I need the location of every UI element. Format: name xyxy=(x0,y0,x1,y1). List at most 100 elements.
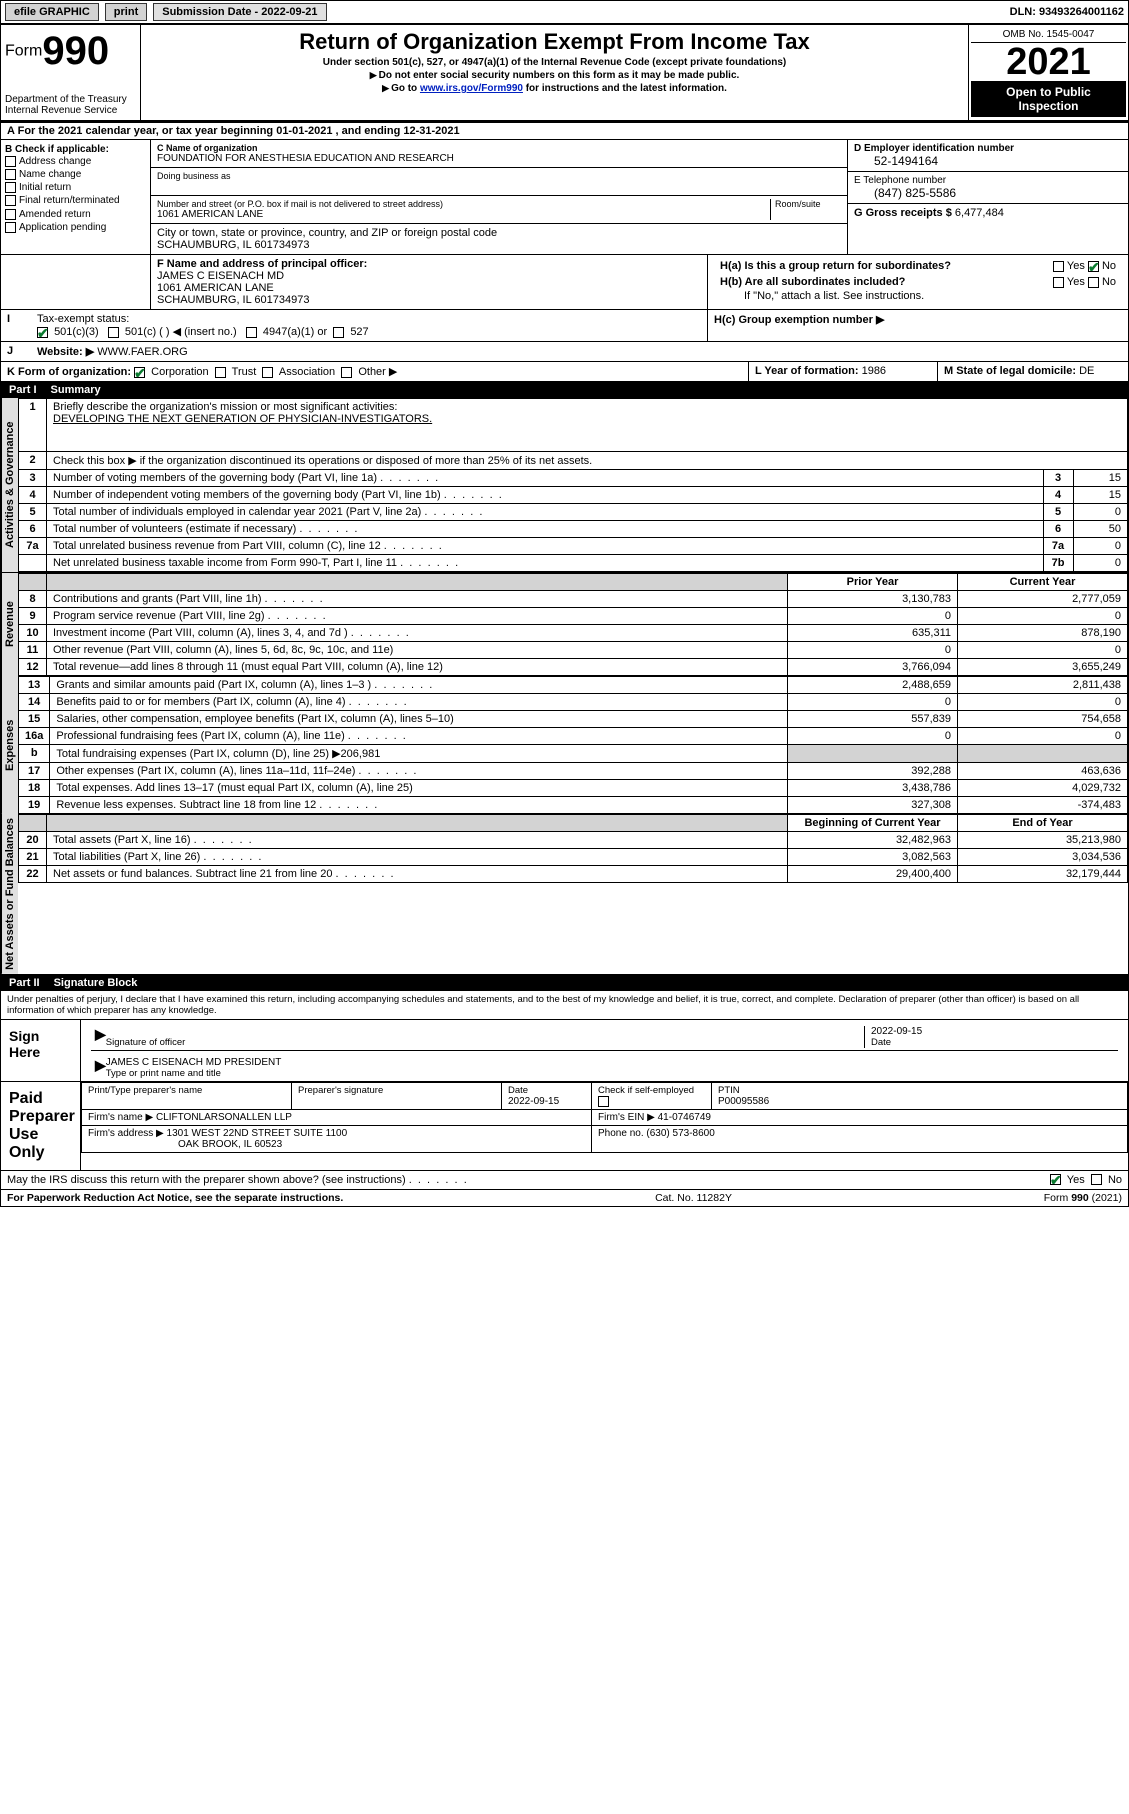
paid-preparer-lbl: Paid Preparer Use Only xyxy=(1,1082,81,1170)
v7a: 0 xyxy=(1073,538,1128,555)
firm-addr2: OAK BROOK, IL 60523 xyxy=(88,1139,282,1150)
check-amended[interactable] xyxy=(5,209,16,220)
col-b: B Check if applicable: Address change Na… xyxy=(1,140,151,254)
l-lbl: L Year of formation: xyxy=(755,365,859,377)
ha-no[interactable] xyxy=(1088,261,1099,272)
v3: 15 xyxy=(1073,470,1128,487)
g-lbl: G Gross receipts $ xyxy=(854,207,952,219)
paid-preparer-block: Paid Preparer Use Only Print/Type prepar… xyxy=(1,1082,1128,1171)
col-curr: Current Year xyxy=(958,574,1128,591)
check-501c[interactable] xyxy=(108,327,119,338)
v5: 0 xyxy=(1073,504,1128,521)
part1-revenue: Revenue Prior YearCurrent Year 8Contribu… xyxy=(1,573,1128,676)
form-sub3a: Go to xyxy=(391,83,420,94)
addr-lbl: Number and street (or P.O. box if mail i… xyxy=(157,199,766,209)
firm-name: CLIFTONLARSONALLEN LLP xyxy=(156,1112,292,1123)
sign-here-lbl: Sign Here xyxy=(1,1020,81,1081)
l1a: Briefly describe the organization's miss… xyxy=(53,401,397,413)
hb-no[interactable] xyxy=(1088,277,1099,288)
l5: Total number of individuals employed in … xyxy=(47,504,1044,521)
form-sub3b: for instructions and the latest informat… xyxy=(523,83,727,94)
tax-year: 2021 xyxy=(971,43,1126,81)
firm-phone: (630) 573-8600 xyxy=(646,1128,714,1139)
period-text: For the 2021 calendar year, or tax year … xyxy=(18,125,460,137)
may-irs-no[interactable] xyxy=(1091,1174,1102,1185)
part1-governance: Activities & Governance 1Briefly describ… xyxy=(1,398,1128,573)
form-sub1: Under section 501(c), 527, or 4947(a)(1)… xyxy=(149,57,960,68)
room-lbl: Room/suite xyxy=(775,199,841,209)
d-lbl: D Employer identification number xyxy=(854,143,1122,154)
part1-expenses: Expenses 13Grants and similar amounts pa… xyxy=(1,676,1128,814)
org-address: 1061 AMERICAN LANE xyxy=(157,209,766,220)
dept-treasury: Department of the Treasury xyxy=(5,94,136,105)
instructions-link[interactable]: www.irs.gov/Form990 xyxy=(420,83,523,94)
ha-yes[interactable] xyxy=(1053,261,1064,272)
page-footer: For Paperwork Reduction Act Notice, see … xyxy=(1,1189,1128,1206)
cat-no: Cat. No. 11282Y xyxy=(655,1192,732,1204)
website-val: WWW.FAER.ORG xyxy=(97,346,187,358)
tab-expenses: Expenses xyxy=(1,676,18,814)
hb-lbl: H(b) Are all subordinates included? xyxy=(720,276,905,288)
b-header: B Check if applicable: xyxy=(5,144,146,155)
gross-receipts: 6,477,484 xyxy=(955,207,1004,219)
submission-date: Submission Date - 2022-09-21 xyxy=(153,3,326,21)
check-501c3[interactable] xyxy=(37,327,48,338)
check-name-change[interactable] xyxy=(5,169,16,180)
dln: DLN: 93493264001162 xyxy=(1010,6,1124,18)
k-lbl: K Form of organization: xyxy=(7,366,131,378)
hb-yes[interactable] xyxy=(1053,277,1064,288)
may-irs: May the IRS discuss this return with the… xyxy=(7,1174,467,1186)
website-lbl: Website: ▶ xyxy=(37,346,94,358)
firm-ein: 41-0746749 xyxy=(658,1112,711,1123)
check-4947[interactable] xyxy=(246,327,257,338)
open-public: Open to Public Inspection xyxy=(971,81,1126,117)
check-final-return[interactable] xyxy=(5,195,16,206)
check-self-employed[interactable] xyxy=(598,1096,609,1107)
org-city: SCHAUMBURG, IL 601734973 xyxy=(157,239,841,251)
check-address-change[interactable] xyxy=(5,156,16,167)
row-klm: K Form of organization: Corporation Trus… xyxy=(1,362,1128,382)
c-name-lbl: C Name of organization xyxy=(157,143,841,153)
firm-addr1: 1301 WEST 22ND STREET SUITE 1100 xyxy=(167,1128,348,1139)
row-fh: F Name and address of principal officer:… xyxy=(1,255,1128,310)
check-corp[interactable] xyxy=(134,367,145,378)
sign-here-block: Sign Here ▶Signature of officer2022-09-1… xyxy=(1,1020,1128,1082)
check-trust[interactable] xyxy=(215,367,226,378)
v7b: 0 xyxy=(1073,555,1128,572)
row-j: J Website: ▶ WWW.FAER.ORG xyxy=(1,342,1128,362)
check-527[interactable] xyxy=(333,327,344,338)
tax-exempt-lbl: Tax-exempt status: xyxy=(37,313,129,325)
check-initial-return[interactable] xyxy=(5,182,16,193)
m-lbl: M State of legal domicile: xyxy=(944,365,1076,377)
officer-signed: JAMES C EISENACH MD PRESIDENT xyxy=(106,1057,282,1068)
col-prior: Prior Year xyxy=(788,574,958,591)
form-label: Form xyxy=(5,43,42,60)
sig-off-lbl: Signature of officer xyxy=(106,1037,186,1048)
tab-governance: Activities & Governance xyxy=(1,398,18,572)
col-c: C Name of organizationFOUNDATION FOR ANE… xyxy=(151,140,848,254)
form-header: Form990 Department of the Treasury Inter… xyxy=(1,25,1128,123)
check-app-pending[interactable] xyxy=(5,222,16,233)
officer-addr2: SCHAUMBURG, IL 601734973 xyxy=(157,294,701,306)
check-other[interactable] xyxy=(341,367,352,378)
efile-button[interactable]: efile GRAPHIC xyxy=(5,3,99,21)
form-title: Return of Organization Exempt From Incom… xyxy=(149,29,960,55)
l4: Number of independent voting members of … xyxy=(47,487,1044,504)
declaration: Under penalties of perjury, I declare th… xyxy=(1,991,1128,1020)
col-beg: Beginning of Current Year xyxy=(788,815,958,832)
v6: 50 xyxy=(1073,521,1128,538)
irs-label: Internal Revenue Service xyxy=(5,105,136,116)
org-name: FOUNDATION FOR ANESTHESIA EDUCATION AND … xyxy=(157,153,841,164)
check-assoc[interactable] xyxy=(262,367,273,378)
e-lbl: E Telephone number xyxy=(854,175,1122,186)
row-i: I Tax-exempt status: 501(c)(3) 501(c) ( … xyxy=(1,310,1128,342)
may-irs-yes[interactable] xyxy=(1050,1174,1061,1185)
m-val: DE xyxy=(1079,365,1094,377)
print-button[interactable]: print xyxy=(105,3,147,21)
l-val: 1986 xyxy=(862,365,886,377)
l7a: Total unrelated business revenue from Pa… xyxy=(47,538,1044,555)
pra-notice: For Paperwork Reduction Act Notice, see … xyxy=(7,1192,343,1204)
dba-lbl: Doing business as xyxy=(157,171,841,181)
col-end: End of Year xyxy=(958,815,1128,832)
l7b: Net unrelated business taxable income fr… xyxy=(47,555,1044,572)
